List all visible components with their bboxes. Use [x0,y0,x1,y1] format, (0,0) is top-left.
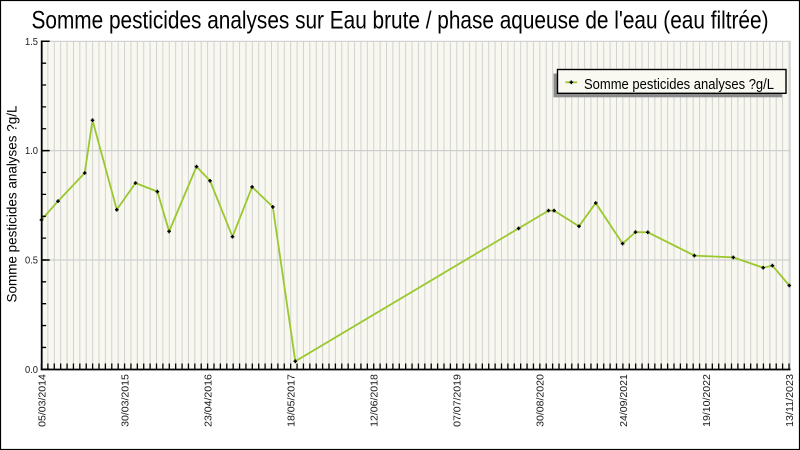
svg-text:19/10/2022: 19/10/2022 [701,374,713,427]
svg-text:30/03/2015: 30/03/2015 [119,374,131,427]
svg-text:13/11/2023: 13/11/2023 [784,374,796,427]
svg-text:Somme pesticides analyses sur: Somme pesticides analyses sur Eau brute … [32,7,769,35]
svg-text:1.0: 1.0 [25,145,38,157]
svg-text:30/08/2020: 30/08/2020 [535,374,547,427]
svg-text:0.0: 0.0 [25,364,38,376]
svg-text:18/05/2017: 18/05/2017 [286,374,298,427]
svg-text:Somme pesticides analyses ?g/L: Somme pesticides analyses ?g/L [4,105,20,302]
svg-text:07/07/2019: 07/07/2019 [452,374,464,427]
svg-text:23/04/2016: 23/04/2016 [203,374,215,427]
svg-text:1.5: 1.5 [25,36,38,48]
svg-text:Somme pesticides analyses ?g/L: Somme pesticides analyses ?g/L [584,77,774,93]
svg-text:12/06/2018: 12/06/2018 [369,374,381,427]
svg-text:05/03/2014: 05/03/2014 [36,374,48,427]
svg-text:24/09/2021: 24/09/2021 [618,374,630,427]
svg-text:0.5: 0.5 [25,255,38,267]
